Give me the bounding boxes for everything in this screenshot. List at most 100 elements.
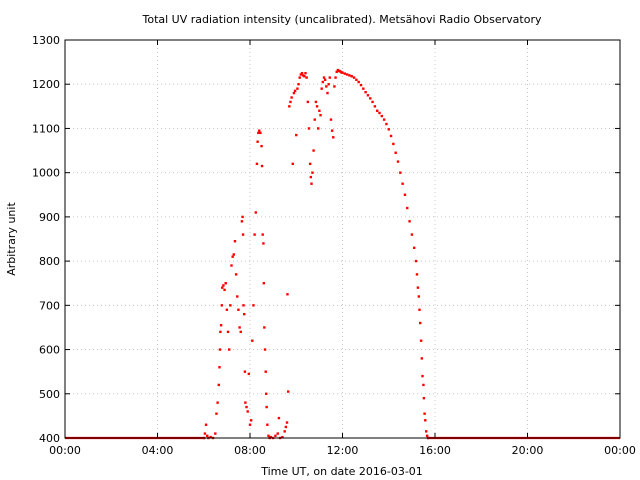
data-point <box>216 401 219 404</box>
chart-title: Total UV radiation intensity (uncalibrat… <box>142 13 542 26</box>
data-point <box>366 94 370 97</box>
data-point <box>318 109 321 112</box>
data-point <box>269 435 273 439</box>
data-point <box>289 100 292 104</box>
x-axis-label: Time UT, on date 2016-03-01 <box>260 465 423 478</box>
data-point <box>259 131 262 135</box>
data-point <box>257 131 260 135</box>
data-point <box>267 434 270 437</box>
data-point <box>291 162 294 166</box>
data-point <box>234 273 238 276</box>
data-point <box>326 91 329 95</box>
x-tick-label: 08:00 <box>234 444 266 457</box>
data-point <box>264 392 268 395</box>
data-point <box>248 423 252 426</box>
data-point <box>350 75 353 78</box>
y-tick-label: 1300 <box>32 34 60 47</box>
y-axis-label: Arbitrary unit <box>5 202 18 276</box>
data-point <box>247 372 251 376</box>
data-point <box>260 144 263 148</box>
data-point <box>311 171 314 174</box>
data-point <box>313 118 316 121</box>
data-point <box>225 308 229 311</box>
data-point <box>399 171 402 174</box>
data-point <box>412 246 416 250</box>
data-point <box>362 87 365 90</box>
data-point <box>283 430 286 433</box>
data-point <box>215 412 218 415</box>
data-point <box>320 87 323 90</box>
data-point <box>394 151 397 154</box>
data-point <box>241 233 245 236</box>
data-point <box>333 85 336 88</box>
data-point <box>423 412 426 415</box>
data-point <box>321 80 325 84</box>
data-point <box>418 308 421 311</box>
data-point <box>241 215 244 219</box>
data-point <box>255 162 259 166</box>
data-point <box>290 96 293 99</box>
data-point <box>343 72 347 75</box>
data-point <box>218 366 221 369</box>
data-point <box>239 330 242 334</box>
data-point <box>298 76 301 79</box>
data-point <box>323 78 327 81</box>
data-point <box>263 348 267 351</box>
x-tick-label: 00:00 <box>604 444 636 457</box>
data-point <box>375 109 379 112</box>
data-point <box>330 129 334 132</box>
data-point <box>288 105 291 108</box>
data-point <box>382 118 386 121</box>
data-point <box>219 324 223 327</box>
data-point <box>204 423 208 426</box>
data-point <box>322 76 326 79</box>
data-point <box>373 105 377 108</box>
data-point <box>329 118 333 121</box>
data-point <box>310 182 313 185</box>
data-point <box>295 133 298 137</box>
data-point <box>214 432 217 435</box>
data-point <box>277 416 281 420</box>
data-point <box>415 273 419 276</box>
data-point <box>236 295 239 298</box>
data-point <box>230 264 233 267</box>
data-point <box>396 160 400 163</box>
data-point <box>422 397 426 400</box>
data-point <box>352 76 356 79</box>
data-point <box>252 304 255 307</box>
data-point <box>341 71 344 74</box>
data-point <box>403 193 407 196</box>
data-point <box>254 211 257 214</box>
data-point <box>274 434 277 437</box>
data-point <box>224 282 227 285</box>
data-point <box>408 220 411 223</box>
data-point <box>422 383 425 387</box>
data-point <box>378 111 381 115</box>
data-point <box>389 134 393 138</box>
data-point <box>220 304 223 307</box>
y-tick-label: 1000 <box>32 167 60 180</box>
data-point <box>297 83 300 86</box>
x-tick-label: 12:00 <box>327 444 359 457</box>
data-point <box>286 390 290 393</box>
data-point <box>410 233 414 236</box>
data-point <box>285 421 289 424</box>
data-point <box>266 423 269 426</box>
data-point <box>335 70 338 74</box>
data-point <box>392 142 395 146</box>
data-point <box>262 242 265 245</box>
y-tick-label: 600 <box>39 344 60 357</box>
data-point <box>304 71 307 75</box>
data-point <box>424 419 427 422</box>
data-point <box>420 357 424 360</box>
y-tick-label: 400 <box>39 432 60 445</box>
data-point <box>293 89 297 93</box>
data-point <box>414 259 418 263</box>
data-point <box>260 164 264 168</box>
data-point <box>217 383 220 387</box>
data-point <box>387 128 390 131</box>
data-point <box>253 233 256 236</box>
data-point <box>306 100 310 104</box>
x-tick-label: 20:00 <box>512 444 544 457</box>
